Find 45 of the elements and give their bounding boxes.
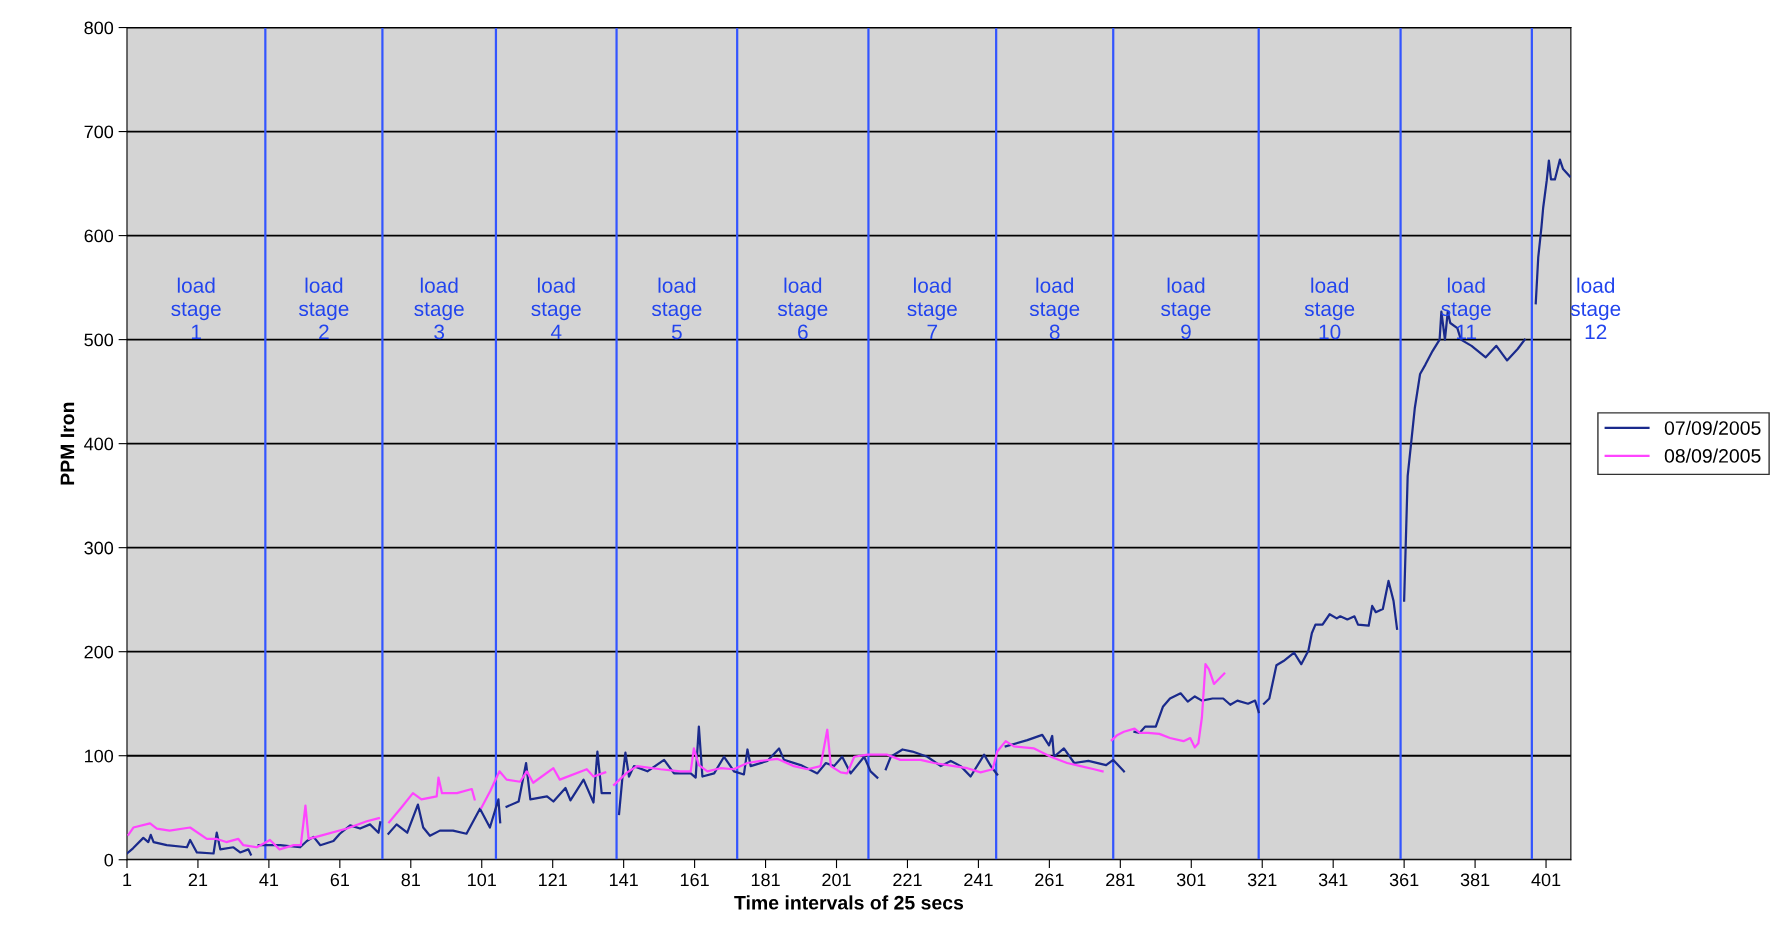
x-tick-label: 161 xyxy=(680,873,709,887)
y-tick-label: 700 xyxy=(84,125,114,139)
annotation: load stage 1 xyxy=(171,277,221,340)
y-tick-label: 500 xyxy=(84,333,114,347)
x-tick-label: 221 xyxy=(893,873,922,887)
x-tick-label: 341 xyxy=(1318,873,1348,887)
x-tick-label: 181 xyxy=(751,873,780,887)
x-tick-label: 101 xyxy=(468,873,496,887)
y-tick-label: 800 xyxy=(84,21,114,35)
legend-label: 07/09/2005 xyxy=(1664,420,1761,435)
x-tick-label: 1 xyxy=(123,873,132,887)
x-tick-label: 201 xyxy=(822,873,851,887)
x-tick-label: 41 xyxy=(259,873,279,887)
y-tick-label: 600 xyxy=(84,229,114,243)
y-tick-label: 100 xyxy=(85,749,114,763)
annotation: load stage 7 xyxy=(907,277,957,340)
annotation: load stage 5 xyxy=(651,277,702,340)
y-axis-title: PPM Iron xyxy=(60,402,75,485)
legend-label: 08/09/2005 xyxy=(1664,448,1761,463)
x-tick-label: 81 xyxy=(401,873,420,887)
annotation: load stage 3 xyxy=(414,277,464,340)
x-tick-label: 321 xyxy=(1247,873,1277,887)
y-tick-label: 200 xyxy=(84,645,114,659)
y-tick-label: 0 xyxy=(104,853,114,867)
y-tick-label: 400 xyxy=(84,437,114,451)
annotation: load stage 9 xyxy=(1161,277,1211,340)
x-axis-title: Time intervals of 25 secs xyxy=(734,895,964,910)
x-tick-label: 141 xyxy=(609,873,638,887)
x-tick-label: 301 xyxy=(1176,873,1206,887)
x-tick-label: 241 xyxy=(964,873,993,887)
annotation: load stage 12 xyxy=(1570,277,1621,340)
x-tick-label: 121 xyxy=(539,873,567,887)
x-tick-label: 401 xyxy=(1531,873,1561,887)
annotation: load stage 10 xyxy=(1304,277,1355,340)
annotation: load stage 4 xyxy=(531,277,581,340)
x-tick-label: 61 xyxy=(330,873,349,887)
x-tick-label: 381 xyxy=(1460,873,1490,887)
annotation: load stage 8 xyxy=(1029,277,1080,340)
x-tick-label: 361 xyxy=(1389,873,1419,887)
x-tick-label: 21 xyxy=(188,873,208,887)
annotation: load stage 6 xyxy=(777,277,828,340)
x-tick-label: 281 xyxy=(1106,873,1135,887)
y-tick-label: 300 xyxy=(84,541,114,555)
annotation: load stage 2 xyxy=(298,277,349,340)
x-tick-label: 261 xyxy=(1035,873,1064,887)
